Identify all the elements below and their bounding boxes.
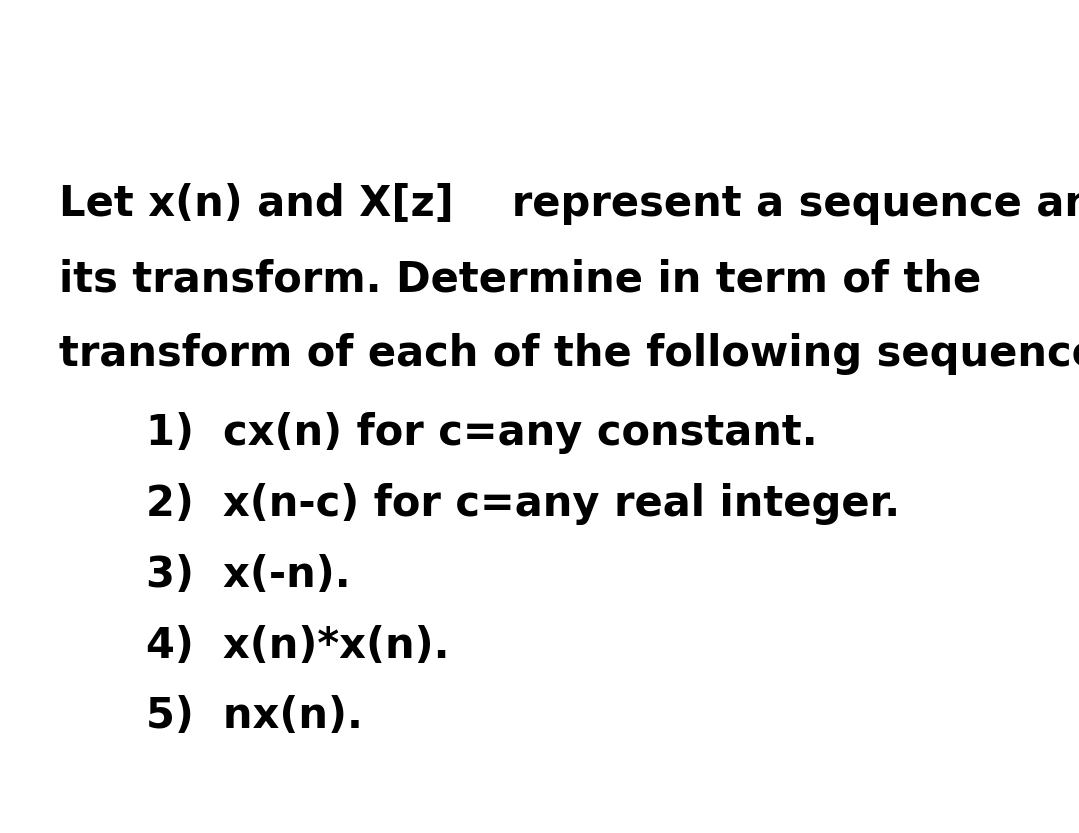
- Text: 3)  x(-n).: 3) x(-n).: [146, 554, 351, 596]
- Text: 4)  x(n)*x(n).: 4) x(n)*x(n).: [146, 625, 449, 666]
- Text: 1)  cx(n) for c=any constant.: 1) cx(n) for c=any constant.: [146, 412, 817, 454]
- Text: 2)  x(n-c) for c=any real integer.: 2) x(n-c) for c=any real integer.: [146, 483, 900, 525]
- Text: transform of each of the following sequences:: transform of each of the following seque…: [59, 333, 1079, 375]
- Text: its transform. Determine in term of the: its transform. Determine in term of the: [59, 258, 982, 300]
- Text: Let x(n) and X[z]    represent a sequence and: Let x(n) and X[z] represent a sequence a…: [59, 183, 1079, 225]
- Text: 5)  nx(n).: 5) nx(n).: [146, 696, 363, 737]
